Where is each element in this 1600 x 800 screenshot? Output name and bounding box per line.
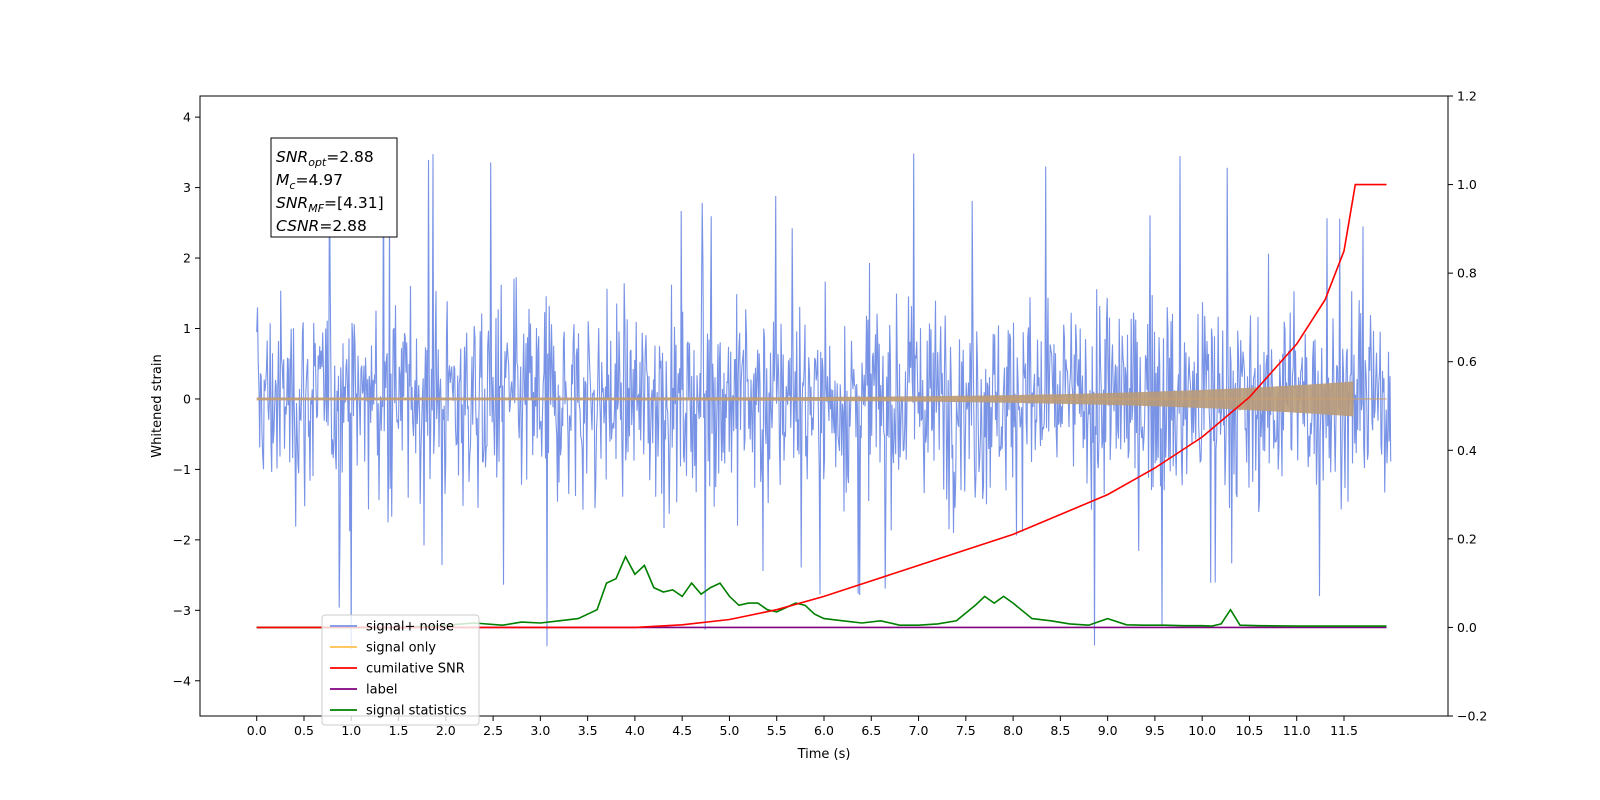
y-tick-label: 3	[183, 180, 191, 195]
y2-tick-label: 0.6	[1457, 354, 1477, 369]
legend-entry: cumilative SNR	[366, 662, 465, 677]
legend: signal+ noise signal only cumilative SNR la…	[321, 614, 480, 726]
x-axis: 0.0 0.5 1.0 1.5 2.0 2.5 3.0 3.5 4.0 4.5 5.0 5.5 6.0 6…	[247, 716, 1358, 738]
series-signal-noise	[256, 141, 1392, 650]
x-tick-label: 4.5	[672, 723, 692, 738]
x-tick-label: 8.0	[1003, 723, 1023, 738]
x-tick-label: 5.0	[720, 723, 740, 738]
y2-tick-label: −0.2	[1457, 709, 1487, 724]
x-tick-label: 9.0	[1098, 723, 1118, 738]
y-tick-label: −1	[173, 462, 191, 477]
y-axis-label: Whitened strain	[150, 354, 165, 457]
x-tick-label: 3.5	[578, 723, 598, 738]
x-tick-label: 0.5	[294, 723, 314, 738]
x-tick-label: 1.5	[389, 723, 409, 738]
x-tick-label: 2.5	[483, 723, 503, 738]
y-tick-label: 4	[183, 110, 191, 125]
signal-noise-layer	[256, 141, 1392, 650]
y-tick-label: −3	[173, 603, 191, 618]
x-tick-label: 11.5	[1330, 723, 1358, 738]
legend-entry: signal+ noise	[366, 620, 454, 635]
x-tick-label: 7.5	[956, 723, 976, 738]
annotation-line: Mc=4.97	[276, 171, 343, 192]
y-axis-right: −0.2 0.0 0.2 0.4 0.6 0.8 1.0 1.2	[1448, 89, 1487, 724]
y-axis-left: −4 −3 −2 −1 0 1 2 3 4	[173, 110, 200, 688]
x-tick-label: 1.0	[341, 723, 361, 738]
y-tick-label: −4	[173, 673, 191, 688]
y-tick-label: 0	[183, 391, 191, 406]
y2-tick-label: 0.2	[1457, 531, 1477, 546]
signal-only-layer	[256, 381, 1387, 417]
annotation-line: SNRMF=[4.31]	[276, 194, 384, 215]
x-tick-label: 5.5	[767, 723, 787, 738]
y2-tick-label: 0.0	[1457, 620, 1477, 635]
y-tick-label: 1	[183, 321, 191, 336]
x-tick-label: 7.0	[909, 723, 929, 738]
x-tick-label: 4.0	[625, 723, 645, 738]
y2-tick-label: 1.0	[1457, 177, 1477, 192]
x-tick-label: 6.0	[814, 723, 834, 738]
annotation-line: SNRopt=2.88	[276, 148, 374, 169]
legend-entry: signal statistics	[366, 704, 467, 719]
y-tick-label: 2	[183, 251, 191, 266]
x-tick-label: 10.0	[1188, 723, 1216, 738]
y2-tick-label: 0.8	[1457, 266, 1477, 281]
x-axis-label: Time (s)	[797, 747, 851, 762]
x-tick-label: 9.5	[1145, 723, 1165, 738]
series-cumilative-snr	[256, 183, 1387, 629]
legend-entry: signal only	[366, 641, 436, 656]
x-tick-label: 6.5	[861, 723, 881, 738]
x-tick-label: 2.0	[436, 723, 456, 738]
x-tick-label: 8.5	[1050, 723, 1070, 738]
x-tick-label: 0.0	[247, 723, 267, 738]
annotation-frame	[270, 137, 398, 238]
legend-frame	[321, 614, 480, 726]
y2-tick-label: 1.2	[1457, 89, 1477, 104]
legend-entry: label	[366, 683, 397, 698]
x-tick-label: 11.0	[1283, 723, 1311, 738]
x-tick-label: 3.0	[530, 723, 550, 738]
annotation-line: CSNR=2.88	[276, 217, 367, 235]
series-signal-statistics	[256, 554, 1387, 629]
y-tick-label: −2	[173, 532, 191, 547]
y2-tick-label: 0.4	[1457, 443, 1477, 458]
x-tick-label: 10.5	[1236, 723, 1264, 738]
